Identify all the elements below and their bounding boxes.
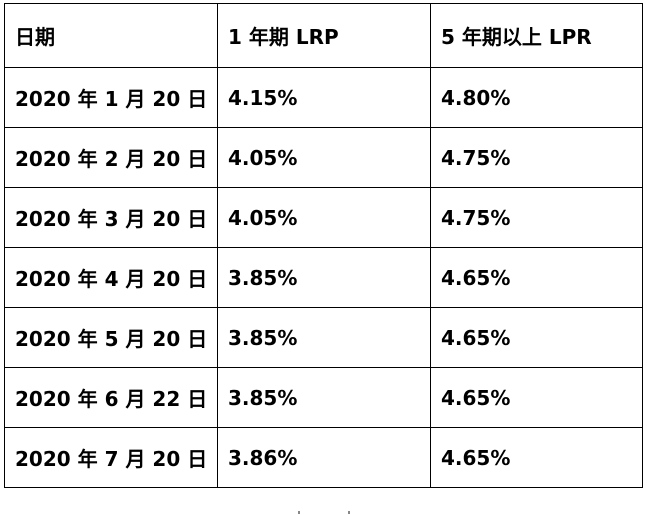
rate-1y-cell: 4.05% xyxy=(217,127,431,188)
rate-1y-cell: 3.85% xyxy=(217,367,431,428)
edge-mark xyxy=(348,511,350,514)
table-row: 2020 年 3 月 20 日 4.05% 4.75% xyxy=(4,187,643,248)
table-row: 2020 年 7 月 20 日 3.86% 4.65% xyxy=(4,427,643,488)
table-header-row: 日期 1 年期 LRP 5 年期以上 LPR xyxy=(4,3,643,68)
rate-1y-cell: 4.15% xyxy=(217,67,431,128)
table-row: 2020 年 1 月 20 日 4.15% 4.80% xyxy=(4,67,643,128)
date-cell: 2020 年 7 月 20 日 xyxy=(4,427,218,488)
lpr-table: 日期 1 年期 LRP 5 年期以上 LPR 2020 年 1 月 20 日 4… xyxy=(4,3,643,488)
header-date: 日期 xyxy=(4,3,218,68)
rate-5y-cell: 4.75% xyxy=(430,127,643,188)
table-row: 2020 年 2 月 20 日 4.05% 4.75% xyxy=(4,127,643,188)
lpr-table-container: 日期 1 年期 LRP 5 年期以上 LPR 2020 年 1 月 20 日 4… xyxy=(4,3,643,488)
edge-mark xyxy=(298,511,300,514)
table-row: 2020 年 5 月 20 日 3.85% 4.65% xyxy=(4,307,643,368)
rate-1y-cell: 3.86% xyxy=(217,427,431,488)
date-cell: 2020 年 2 月 20 日 xyxy=(4,127,218,188)
rate-1y-cell: 4.05% xyxy=(217,187,431,248)
header-1y-rate: 1 年期 LRP xyxy=(217,3,431,68)
table-row: 2020 年 6 月 22 日 3.85% 4.65% xyxy=(4,367,643,428)
date-cell: 2020 年 4 月 20 日 xyxy=(4,247,218,308)
rate-1y-cell: 3.85% xyxy=(217,247,431,308)
date-cell: 2020 年 3 月 20 日 xyxy=(4,187,218,248)
table-row: 2020 年 4 月 20 日 3.85% 4.65% xyxy=(4,247,643,308)
rate-5y-cell: 4.65% xyxy=(430,427,643,488)
date-cell: 2020 年 1 月 20 日 xyxy=(4,67,218,128)
rate-5y-cell: 4.65% xyxy=(430,367,643,428)
date-cell: 2020 年 6 月 22 日 xyxy=(4,367,218,428)
rate-5y-cell: 4.75% xyxy=(430,187,643,248)
rate-1y-cell: 3.85% xyxy=(217,307,431,368)
rate-5y-cell: 4.65% xyxy=(430,307,643,368)
header-5y-rate: 5 年期以上 LPR xyxy=(430,3,643,68)
rate-5y-cell: 4.80% xyxy=(430,67,643,128)
page-edge-marks xyxy=(0,511,647,515)
date-cell: 2020 年 5 月 20 日 xyxy=(4,307,218,368)
rate-5y-cell: 4.65% xyxy=(430,247,643,308)
